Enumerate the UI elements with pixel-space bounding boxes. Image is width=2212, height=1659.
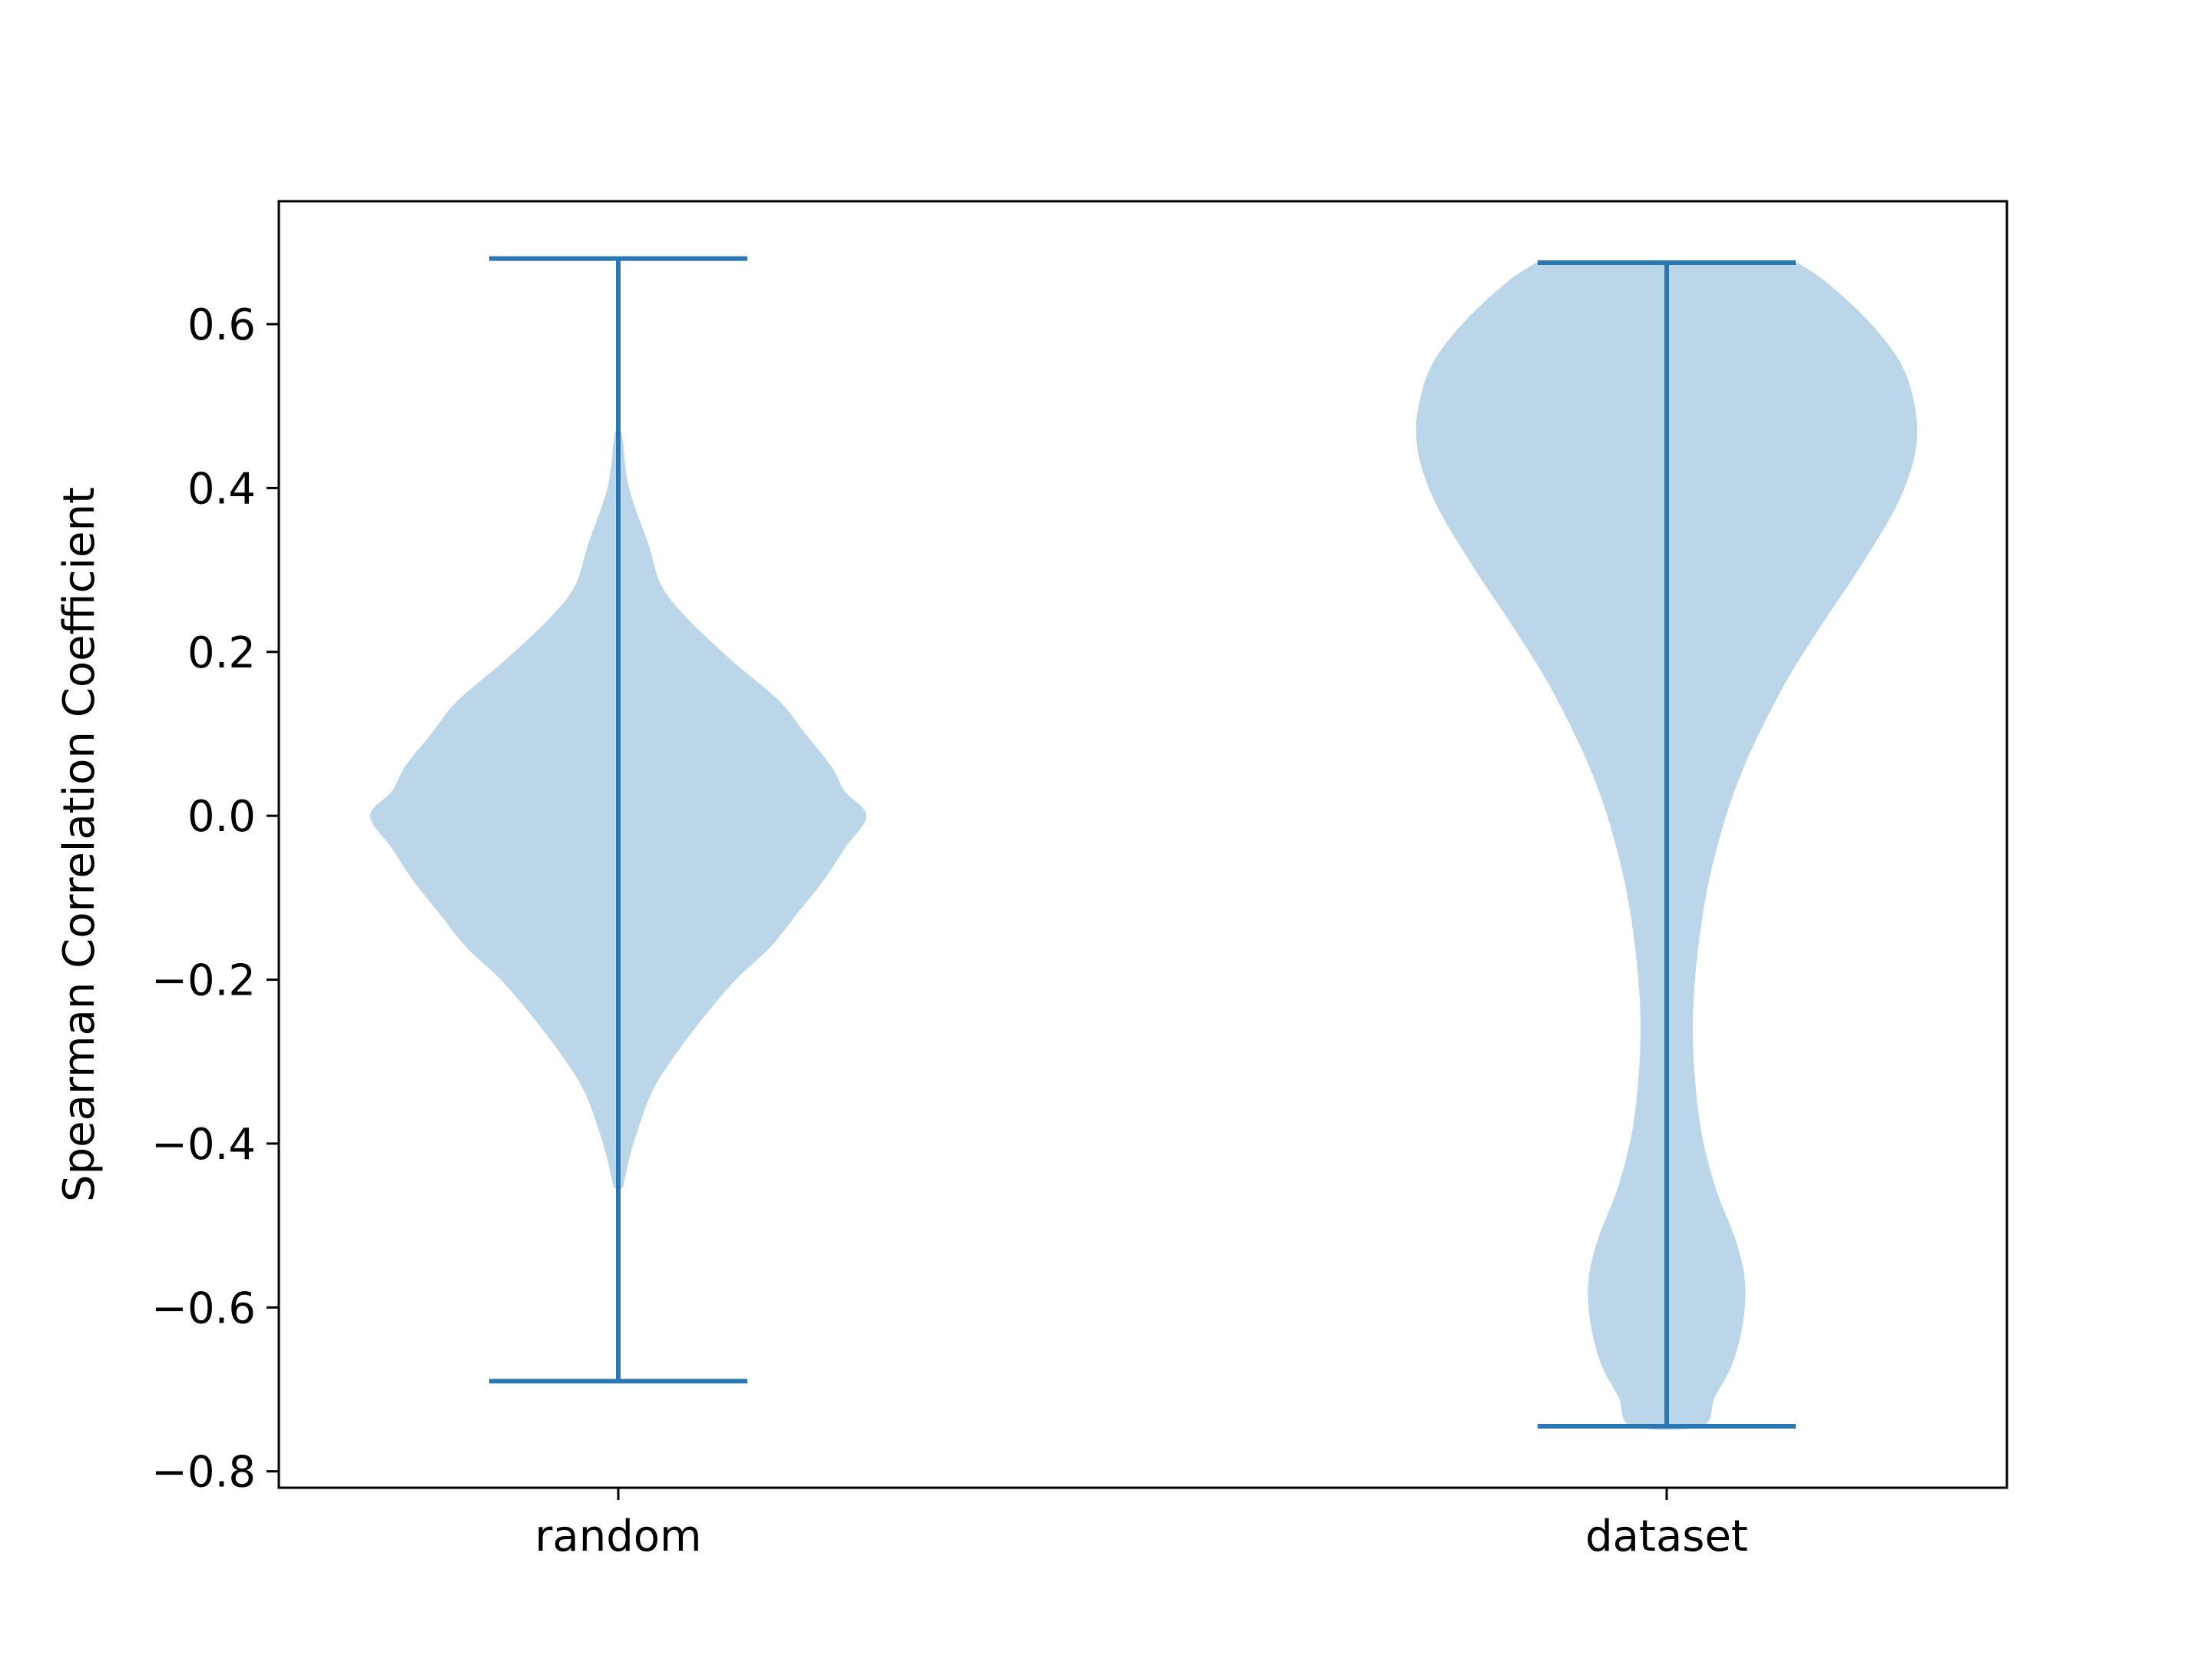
- y-tick-label: 0.0: [187, 792, 256, 842]
- x-axis-ticks: random dataset: [535, 1488, 1748, 1561]
- violin-extrema-lines: [489, 256, 1796, 1429]
- plot-area-frame: [277, 200, 2008, 1489]
- y-tick-label: −0.6: [151, 1283, 256, 1333]
- y-tick-label: 0.6: [187, 300, 256, 350]
- y-axis-label: Spearman Correlation Coefficient: [55, 487, 104, 1202]
- y-tick-label: −0.8: [151, 1448, 256, 1498]
- y-tick-label: −0.2: [151, 956, 256, 1006]
- y-axis-ticks: −0.8 −0.6 −0.4 −0.2 0.0 0.2 0.4 0.6: [151, 300, 279, 1498]
- violin-bodies: [370, 258, 1918, 1430]
- y-tick-label: 0.2: [187, 628, 256, 678]
- y-tick-label: −0.4: [151, 1120, 256, 1170]
- y-tick-label: 0.4: [187, 464, 256, 514]
- x-tick-label-dataset: dataset: [1585, 1512, 1748, 1561]
- x-tick-label-random: random: [535, 1512, 701, 1561]
